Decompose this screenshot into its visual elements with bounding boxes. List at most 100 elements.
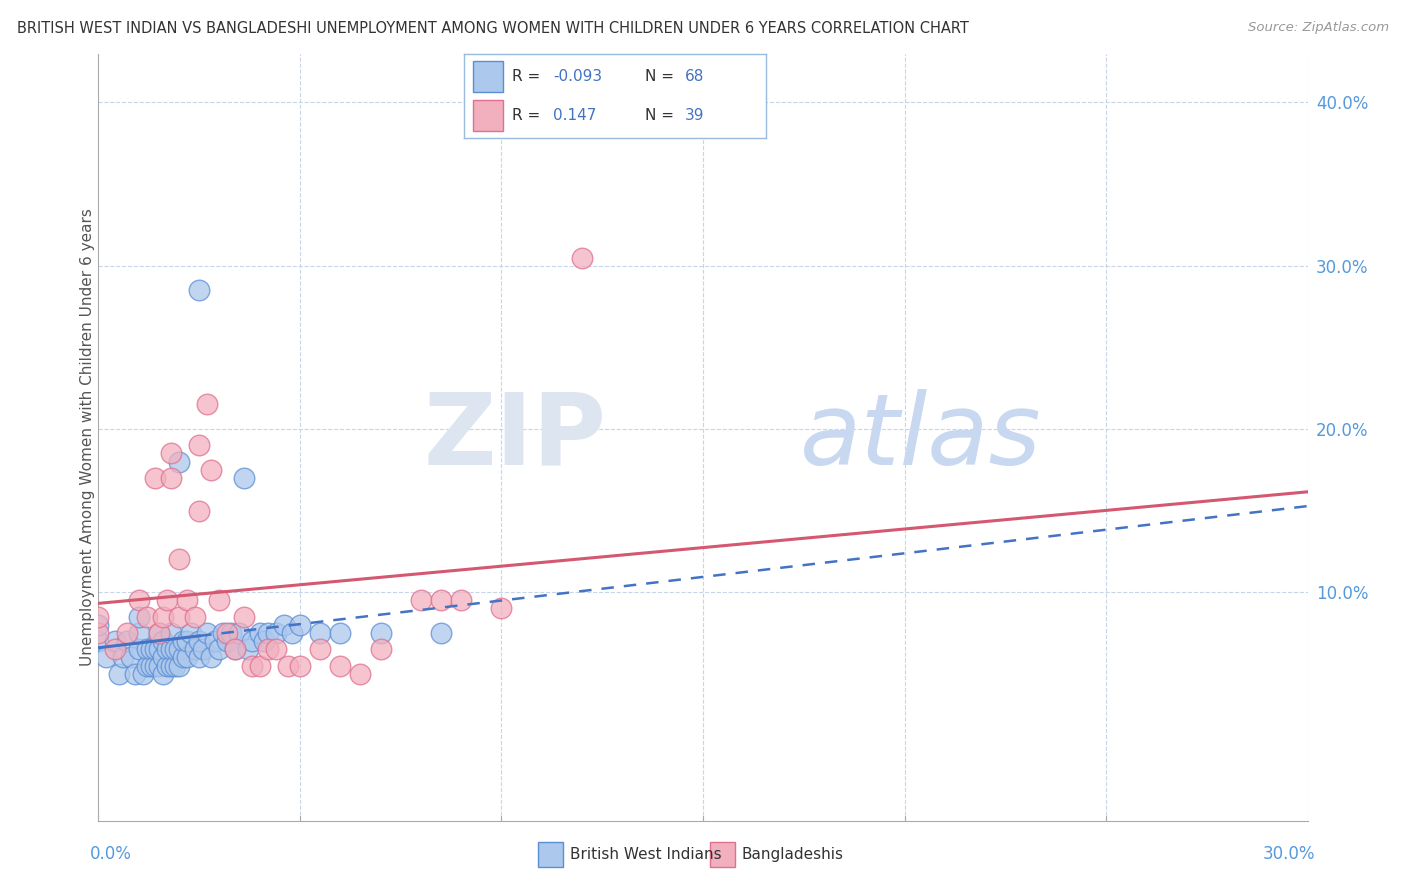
Point	[152, 650, 174, 665]
Point	[184, 642, 207, 657]
Point	[571, 251, 593, 265]
Point	[188, 283, 211, 297]
Text: ZIP: ZIP	[423, 389, 606, 485]
Text: N =: N =	[645, 69, 679, 84]
Point	[200, 463, 222, 477]
Point	[115, 626, 138, 640]
Point	[430, 626, 453, 640]
Text: R =: R =	[512, 69, 546, 84]
Point	[107, 666, 129, 681]
Point	[139, 658, 162, 673]
Text: N =: N =	[645, 108, 679, 123]
Point	[103, 642, 125, 657]
Text: Bangladeshis: Bangladeshis	[742, 847, 844, 862]
Point	[184, 609, 207, 624]
Text: R =: R =	[512, 108, 546, 123]
Point	[264, 626, 287, 640]
Point	[167, 658, 190, 673]
Point	[160, 446, 183, 460]
Point	[249, 626, 271, 640]
Point	[253, 634, 276, 648]
Text: 68: 68	[685, 69, 704, 84]
Point	[87, 609, 110, 624]
Point	[111, 650, 134, 665]
Point	[281, 626, 304, 640]
Bar	[710, 842, 735, 867]
Point	[143, 642, 166, 657]
Point	[96, 650, 118, 665]
Point	[143, 658, 166, 673]
Point	[208, 593, 231, 607]
Point	[167, 454, 190, 468]
Point	[329, 626, 352, 640]
Point	[195, 626, 218, 640]
Point	[232, 609, 254, 624]
Point	[176, 650, 198, 665]
Point	[152, 609, 174, 624]
Point	[217, 626, 239, 640]
Point	[128, 642, 150, 657]
Point	[188, 634, 211, 648]
Point	[224, 642, 246, 657]
Point	[370, 626, 392, 640]
Point	[349, 666, 371, 681]
Point	[163, 658, 186, 673]
Point	[256, 642, 278, 657]
Point	[224, 642, 246, 657]
Point	[156, 642, 179, 657]
Point	[148, 626, 170, 640]
Point	[188, 503, 211, 517]
Point	[288, 617, 311, 632]
Point	[135, 609, 157, 624]
Point	[329, 658, 352, 673]
Point	[176, 593, 198, 607]
Text: Source: ZipAtlas.com: Source: ZipAtlas.com	[1249, 21, 1389, 34]
Point	[124, 666, 146, 681]
Point	[212, 626, 235, 640]
Point	[208, 642, 231, 657]
Point	[188, 438, 211, 452]
Point	[309, 642, 332, 657]
Point	[143, 471, 166, 485]
Point	[193, 642, 215, 657]
Point	[172, 650, 194, 665]
Point	[240, 658, 263, 673]
Text: 0.0%: 0.0%	[90, 845, 132, 863]
Point	[236, 642, 259, 657]
Point	[87, 626, 110, 640]
Point	[135, 642, 157, 657]
Point	[200, 650, 222, 665]
Point	[221, 626, 243, 640]
Point	[152, 666, 174, 681]
Text: 30.0%: 30.0%	[1263, 845, 1316, 863]
Bar	[537, 842, 562, 867]
Point	[132, 666, 155, 681]
Point	[87, 617, 110, 632]
Point	[167, 642, 190, 657]
Point	[228, 626, 250, 640]
Point	[160, 471, 183, 485]
Point	[273, 617, 295, 632]
Point	[115, 634, 138, 648]
Point	[232, 471, 254, 485]
Point	[135, 658, 157, 673]
Point	[128, 593, 150, 607]
Point	[249, 658, 271, 673]
Point	[204, 634, 226, 648]
Point	[309, 626, 332, 640]
Text: BRITISH WEST INDIAN VS BANGLADESHI UNEMPLOYMENT AMONG WOMEN WITH CHILDREN UNDER : BRITISH WEST INDIAN VS BANGLADESHI UNEMP…	[17, 21, 969, 36]
Text: 0.147: 0.147	[553, 108, 596, 123]
Point	[176, 634, 198, 648]
Point	[288, 658, 311, 673]
Point	[148, 642, 170, 657]
Point	[87, 634, 110, 648]
Point	[160, 642, 183, 657]
Text: British West Indians: British West Indians	[569, 847, 721, 862]
Point	[148, 626, 170, 640]
Point	[103, 634, 125, 648]
Bar	[472, 100, 503, 130]
Point	[409, 593, 432, 607]
Point	[128, 626, 150, 640]
Point	[188, 650, 211, 665]
Point	[277, 658, 299, 673]
